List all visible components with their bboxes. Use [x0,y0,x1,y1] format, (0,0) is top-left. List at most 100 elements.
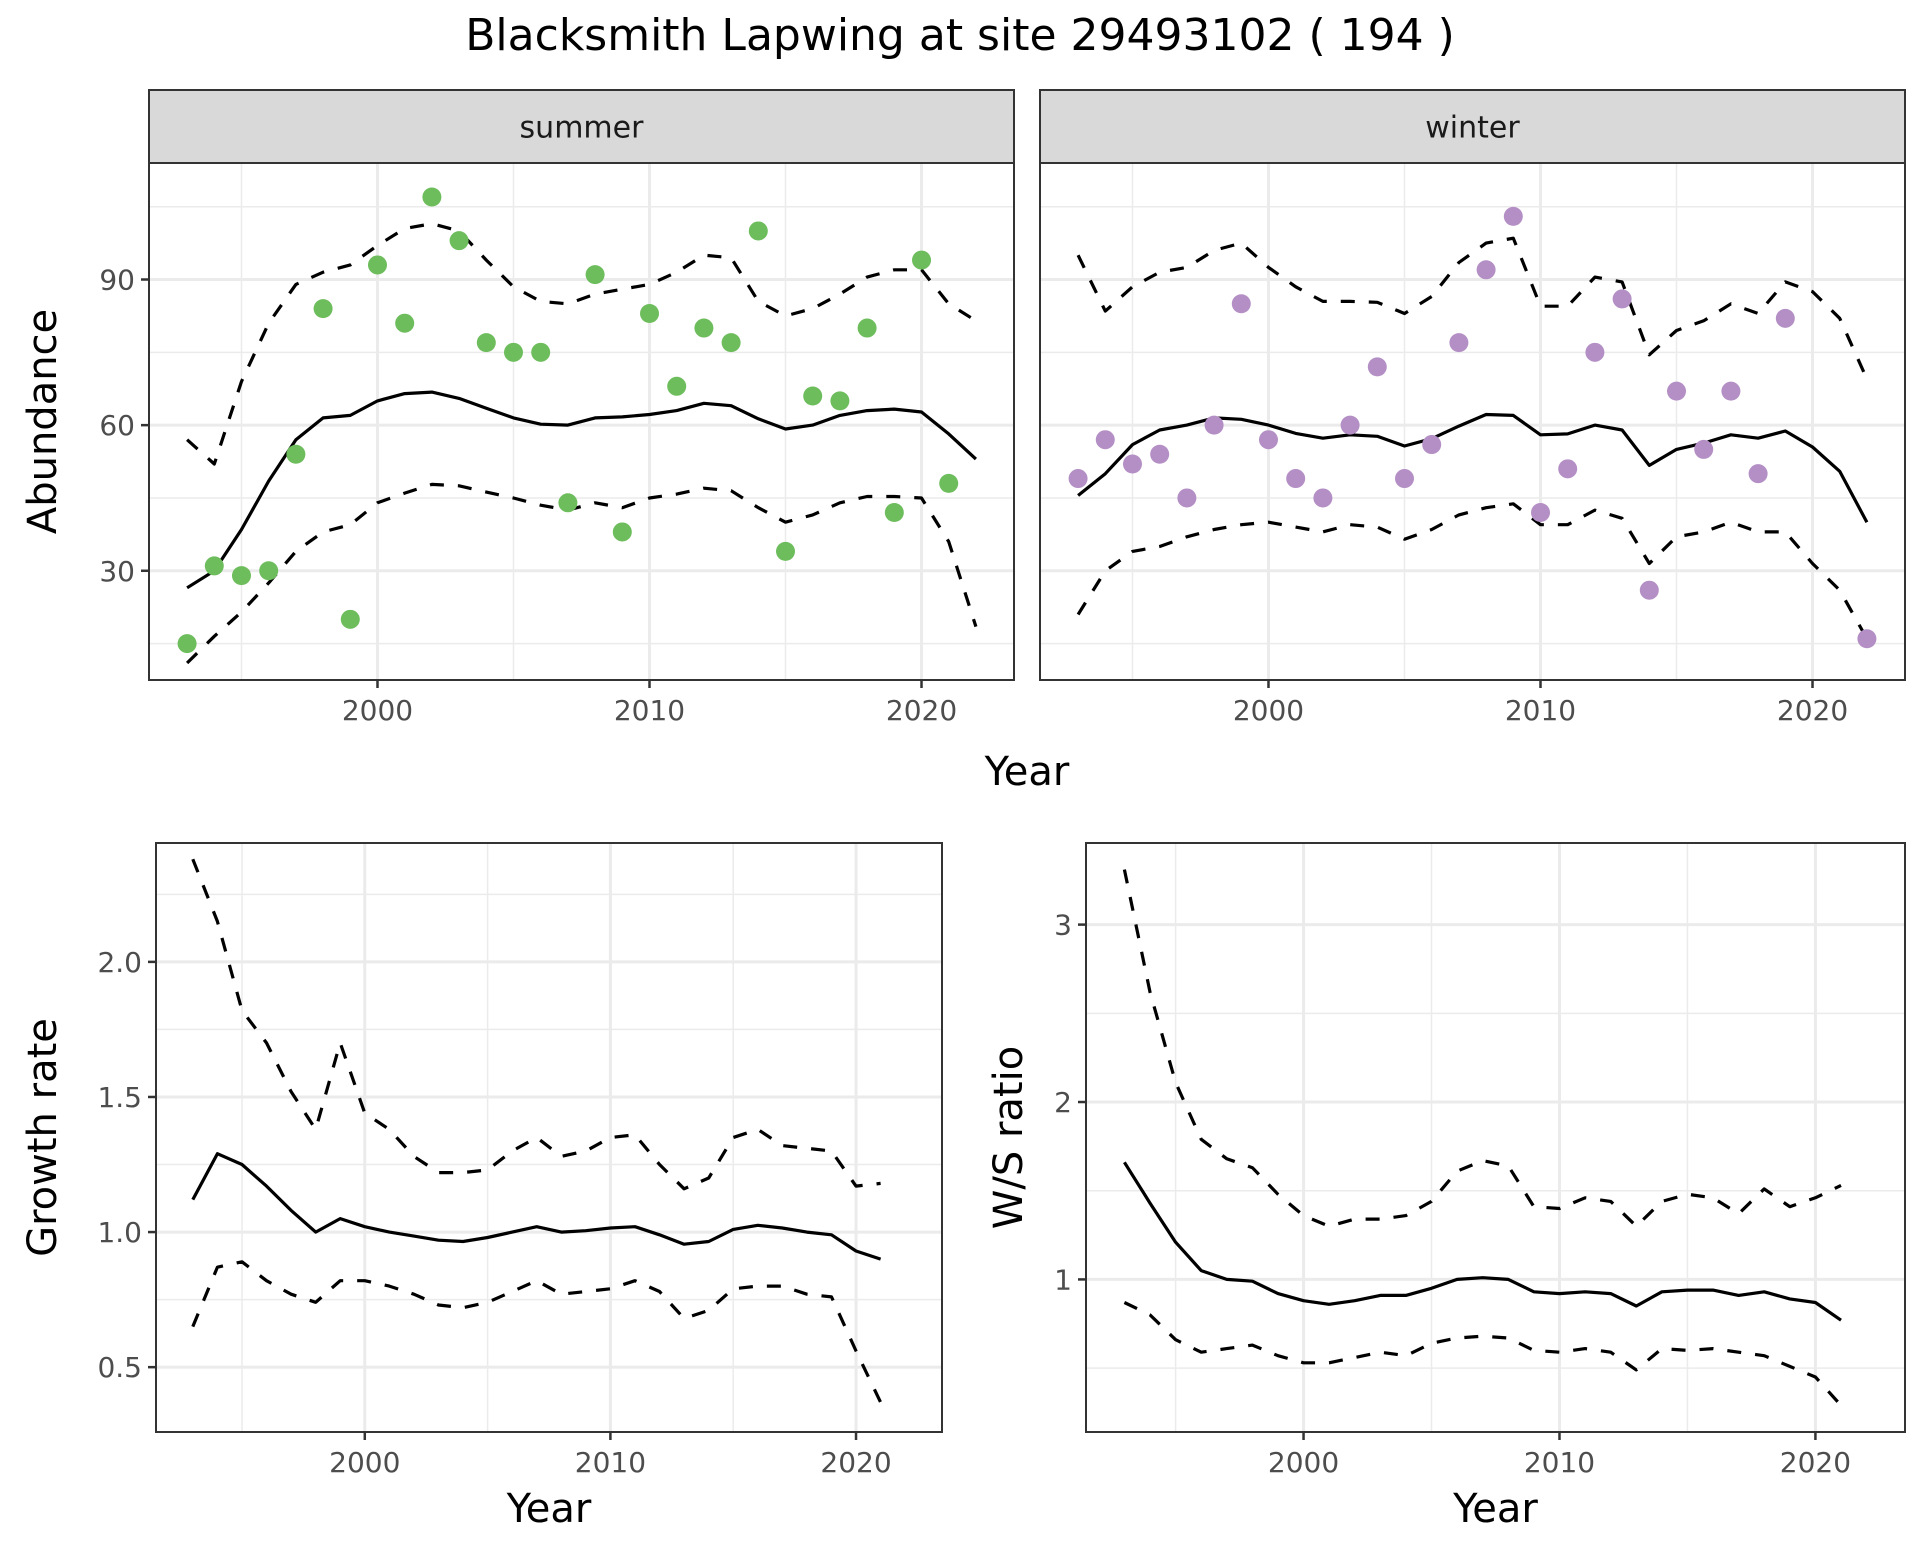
data-point [476,333,496,353]
data-point [912,250,932,270]
series-line-mean [186,390,977,590]
data-point [531,342,551,362]
y-axis-title: W/S ratio [986,1046,1032,1229]
x-tick-label: 2000 [1233,694,1304,727]
facet-strip-label: summer [520,111,645,146]
data-point [667,376,687,396]
data-point [177,634,197,654]
data-point [1258,430,1278,450]
data-point [259,561,279,581]
y-axis-title: Growth rate [20,1018,66,1257]
y-tick-label: 3 [1054,909,1072,942]
y-tick-label: 1 [1054,1263,1072,1296]
x-tick-label: 2020 [1780,1446,1851,1479]
data-point [1449,333,1469,353]
facet-strip-label: winter [1425,111,1520,146]
series-line-lower [185,482,978,665]
data-point [558,493,578,513]
data-point [1667,381,1687,401]
data-point [367,255,387,275]
data-point [939,473,959,493]
figure-title: Blacksmith Lapwing at site 29493102 ( 19… [465,10,1454,61]
panel-summer: summer 2000 2010 2020 30 60 90 Abundance [20,89,1015,727]
data-point [395,313,415,333]
x-tick-label: 2020 [820,1446,891,1479]
series-line-mean [1123,1161,1842,1322]
data-point [1367,357,1387,377]
x-tick-label: 2000 [342,694,413,727]
data-point [1286,469,1306,489]
data-point [803,386,823,406]
data-point [340,609,360,629]
data-point [313,299,333,319]
panel-border [1085,842,1906,1433]
facet-strip [148,89,1015,164]
data-point [1639,580,1659,600]
top-x-axis-title: Year [984,749,1070,795]
x-axis-title: Year [1452,1486,1538,1532]
facet-strip [1039,89,1906,164]
data-point [503,342,523,362]
data-point [1612,289,1632,309]
data-point [1857,629,1877,649]
data-point [1068,469,1088,489]
x-tick-label: 2000 [329,1446,400,1479]
data-point [884,503,904,523]
data-point [1585,342,1605,362]
plot-background [1086,843,1905,1432]
x-axis-title: Year [506,1486,592,1532]
series-line-upper [1122,869,1842,1228]
panel-winter: winter 2000 2010 2020 [1039,89,1906,727]
data-point [830,391,850,411]
data-point [1721,381,1741,401]
x-tick-label: 2010 [1524,1446,1595,1479]
y-tick-label: 60 [99,409,135,442]
data-point [1095,430,1115,450]
x-tick-label: 2010 [1505,694,1576,727]
y-tick-label: 2.0 [97,946,142,979]
x-tick-label: 2020 [886,694,957,727]
series-line-mean [191,1152,882,1261]
x-tick-label: 2010 [575,1446,646,1479]
data-point [286,444,306,464]
data-point [1313,488,1333,508]
data-point [1150,444,1170,464]
data-point [585,265,605,285]
series-line-upper [186,222,977,466]
data-point [1694,439,1714,459]
data-point [1748,464,1768,484]
plot-background [156,843,942,1432]
data-point [857,318,877,338]
panel-ratio: 2000 2010 2020 1 2 3 W/S ratio Year [986,842,1906,1532]
panel-border [155,842,943,1433]
data-point [1775,308,1795,328]
data-point [721,333,741,353]
data-point [1340,415,1360,435]
data-point [640,303,660,323]
y-tick-label: 1.5 [97,1081,142,1114]
y-tick-label: 0.5 [97,1351,142,1384]
y-tick-label: 30 [99,555,135,588]
y-tick-label: 2 [1054,1086,1072,1119]
x-tick-label: 2010 [614,694,685,727]
data-point [1122,454,1142,474]
data-point [1503,206,1523,226]
data-point [1558,459,1578,479]
panel-growth: 2000 2010 2020 0.5 1.0 1.5 2.0 Growth rate Year [20,842,943,1532]
data-point [776,541,796,561]
data-point [1531,503,1551,523]
data-point [694,318,714,338]
data-point [612,522,632,542]
y-tick-label: 1.0 [97,1216,142,1249]
data-point [1422,435,1442,455]
x-tick-label: 2000 [1268,1446,1339,1479]
panels: summer 2000 2010 2020 30 60 90 Abundance winter 2… [20,89,1906,1532]
y-tick-label: 90 [99,264,135,297]
data-point [449,231,469,251]
data-point [204,556,224,576]
data-point [1231,294,1251,314]
series-line-upper [191,858,881,1191]
x-tick-label: 2020 [1777,694,1848,727]
data-point [1204,415,1224,435]
